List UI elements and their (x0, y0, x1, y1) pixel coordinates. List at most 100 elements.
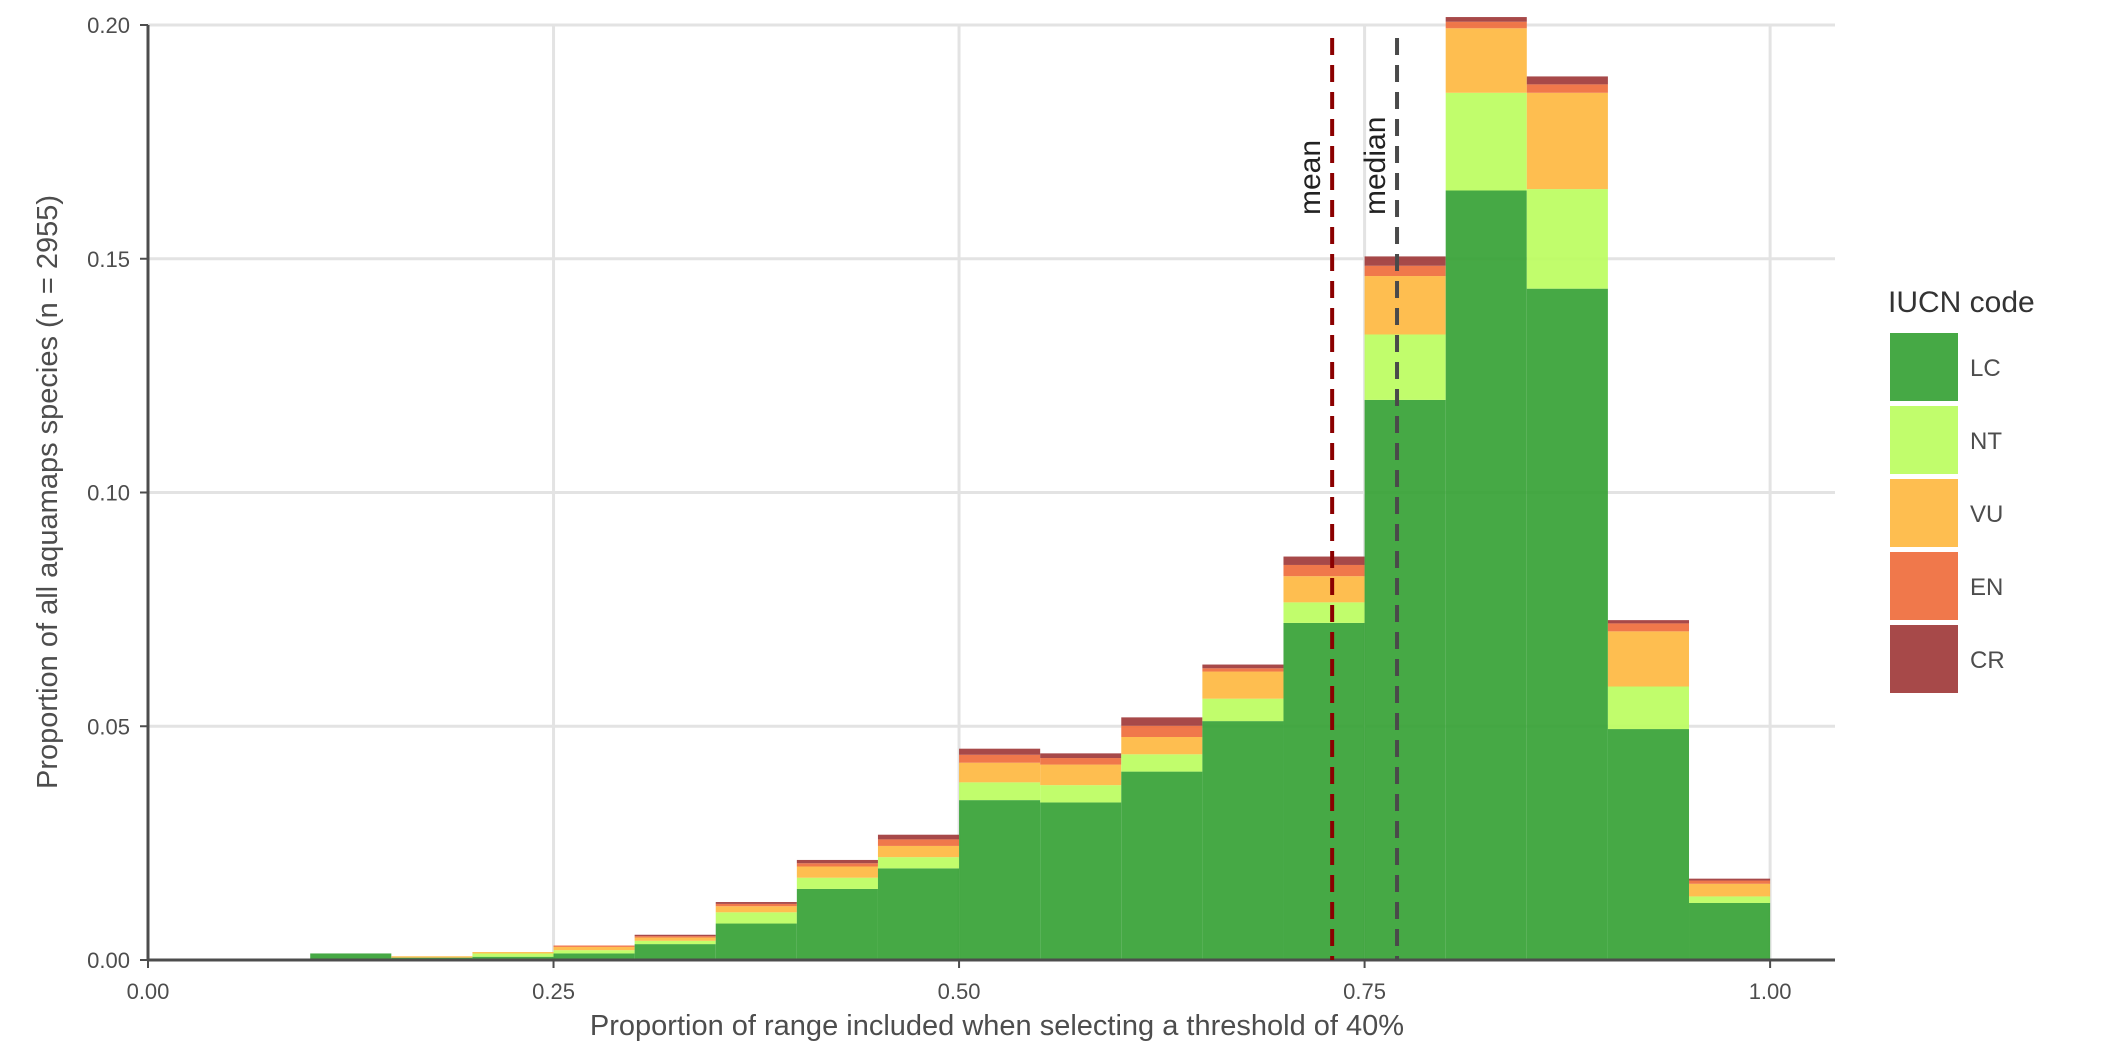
bar-cr-15 (1364, 256, 1446, 266)
stacked-bars (148, 17, 1771, 960)
bar-vu-11 (1040, 764, 1122, 786)
bar-en-7 (715, 903, 797, 907)
bar-vu-6 (634, 937, 716, 941)
bar-lc-10 (959, 800, 1041, 960)
bar-vu-18 (1607, 631, 1690, 687)
bar-vu-9 (877, 845, 960, 858)
x-tick-label-3: 0.75 (1343, 979, 1386, 1004)
bar-lc-19 (1689, 902, 1771, 960)
bar-nt-7 (715, 912, 797, 924)
bar-nt-15 (1364, 334, 1446, 400)
bar-en-12 (1121, 725, 1203, 738)
bar-cr-13 (1202, 664, 1284, 669)
bar-vu-4 (472, 952, 554, 954)
bar-en-19 (1689, 880, 1771, 884)
bar-lc-13 (1202, 721, 1284, 960)
bar-vu-17 (1526, 92, 1608, 190)
bar-nt-8 (796, 877, 878, 889)
legend-label-cr: CR (1970, 647, 2005, 674)
bar-en-8 (796, 863, 878, 867)
bar-lc-4 (472, 956, 554, 960)
legend: IUCN code LC NT VU EN CR (1888, 286, 2035, 693)
bar-nt-4 (472, 953, 554, 957)
legend-swatch-nt (1890, 406, 1958, 474)
bar-vu-13 (1202, 671, 1284, 699)
bar-cr-10 (959, 748, 1041, 755)
bar-cr-14 (1283, 556, 1365, 565)
bar-cr-7 (715, 902, 797, 904)
bar-lc-6 (634, 944, 716, 960)
bar-vu-19 (1689, 883, 1771, 897)
bar-en-9 (877, 839, 960, 846)
bar-vu-14 (1283, 576, 1365, 603)
bar-en-5 (553, 945, 635, 947)
y-tick-label-2: 0.10 (87, 481, 130, 506)
legend-label-en: EN (1970, 574, 2003, 601)
bar-nt-10 (959, 782, 1041, 801)
bar-lc-7 (715, 923, 797, 960)
bar-lc-5 (553, 953, 635, 960)
bar-vu-16 (1445, 28, 1527, 93)
bar-en-10 (959, 754, 1041, 763)
bar-lc-14 (1283, 622, 1365, 960)
bar-vu-12 (1121, 737, 1203, 755)
bar-vu-7 (715, 906, 797, 913)
bar-lc-15 (1364, 399, 1446, 960)
legend-swatch-en (1890, 552, 1958, 620)
mean-label: mean (1294, 140, 1327, 215)
bar-lc-18 (1607, 729, 1690, 960)
bar-vu-10 (959, 762, 1041, 783)
x-tick-label-2: 0.50 (938, 979, 981, 1004)
bar-nt-17 (1526, 189, 1608, 289)
legend-label-nt: NT (1970, 428, 2002, 455)
bar-cr-6 (634, 934, 716, 937)
legend-label-vu: VU (1970, 501, 2003, 528)
bar-vu-5 (553, 946, 635, 951)
bar-nt-19 (1689, 896, 1771, 903)
bar-lc-8 (796, 888, 878, 960)
reference-lines: mean median (1294, 38, 1400, 960)
bar-lc-2 (310, 953, 392, 960)
legend-swatch-lc (1890, 333, 1958, 401)
bar-nt-12 (1121, 754, 1203, 772)
bar-en-14 (1283, 564, 1365, 577)
x-tick-label-0: 0.00 (127, 979, 170, 1004)
bar-cr-8 (796, 859, 878, 864)
bar-nt-14 (1283, 602, 1365, 623)
y-axis-label: Proportion of all aquamaps species (n = … (32, 195, 64, 789)
bar-lc-9 (877, 868, 960, 960)
bar-nt-9 (877, 857, 960, 869)
bar-cr-17 (1526, 76, 1608, 85)
bar-vu-8 (796, 866, 878, 878)
y-tick-label-0: 0.00 (87, 948, 130, 973)
median-label: median (1359, 117, 1392, 215)
tick-labels: 0.00 0.25 0.50 0.75 1.00 0.00 0.05 0.10 0.15 0.20 (87, 13, 1791, 1004)
x-tick-label-4: 1.00 (1749, 979, 1792, 1004)
bar-en-15 (1364, 265, 1446, 277)
bar-cr-12 (1121, 717, 1203, 726)
y-tick-label-1: 0.05 (87, 714, 130, 739)
bar-vu-15 (1364, 276, 1446, 335)
legend-label-lc: LC (1970, 355, 2001, 382)
legend-swatch-cr (1890, 625, 1958, 693)
bar-nt-18 (1607, 686, 1690, 730)
bar-lc-17 (1526, 288, 1608, 960)
bar-cr-19 (1689, 878, 1771, 881)
y-tick-label-3: 0.15 (87, 247, 130, 272)
legend-swatch-vu (1890, 479, 1958, 547)
bar-en-18 (1607, 623, 1690, 632)
bar-nt-16 (1445, 92, 1527, 191)
bar-en-6 (634, 936, 716, 938)
bar-en-16 (1445, 21, 1527, 29)
bar-nt-5 (553, 950, 635, 954)
bar-lc-12 (1121, 771, 1203, 960)
bar-nt-6 (634, 940, 716, 945)
x-tick-label-1: 0.25 (532, 979, 575, 1004)
bar-lc-11 (1040, 802, 1122, 960)
bar-en-17 (1526, 84, 1608, 93)
bar-cr-11 (1040, 753, 1122, 759)
bar-vu-3 (391, 956, 473, 958)
x-axis-label: Proportion of range included when select… (590, 1010, 1404, 1042)
bar-cr-9 (877, 834, 960, 840)
